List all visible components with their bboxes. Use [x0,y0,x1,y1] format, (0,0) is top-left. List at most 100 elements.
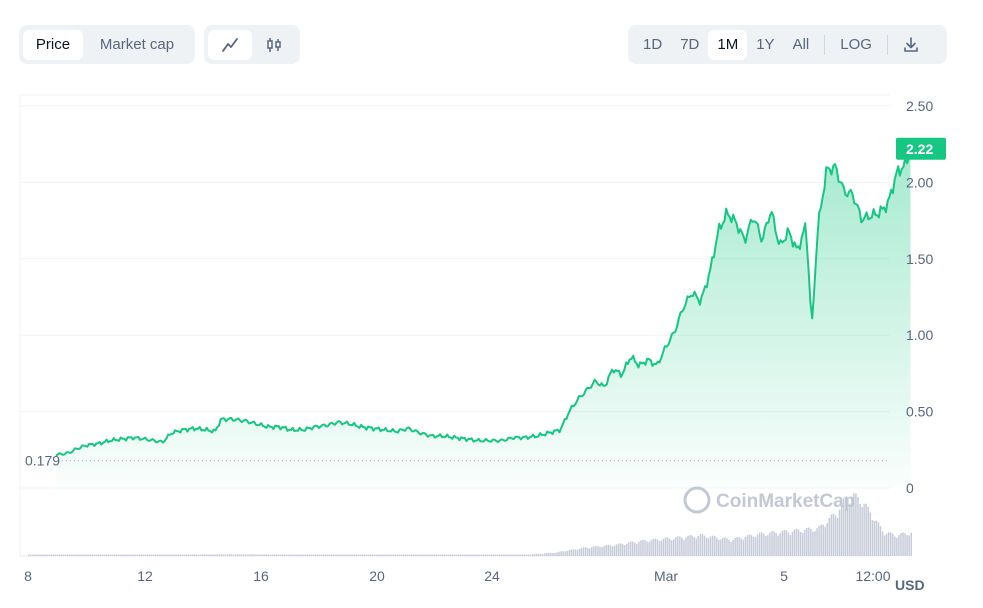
range-all-button[interactable]: All [792,36,810,53]
volume-bar [517,554,519,556]
volume-bar [525,554,528,556]
x-tick-label: 16 [253,568,269,584]
volume-bar [52,554,55,556]
volume-bar [515,554,517,556]
volume-bar [120,554,122,556]
volume-bar [902,532,904,556]
volume-bar [746,535,749,556]
volume-bar [842,497,845,556]
x-tick-label: 12 [137,568,153,584]
market-cap-tab[interactable]: Market cap [99,36,175,53]
price-tab[interactable]: Price [23,29,83,60]
volume-bar [722,537,724,556]
volume-bar [804,529,806,556]
volume-bar [242,554,245,556]
volume-bar [679,536,681,556]
y-tick-label: 1.00 [906,327,933,343]
volume-bar [46,554,48,556]
y-axis: 2.50 2.00 1.50 1.00 0.50 0 [906,98,933,496]
volume-bar [261,554,263,556]
volume-bar [836,518,839,556]
volume-bar [797,529,800,556]
watermark-text: CoinMarketCap [716,491,855,512]
volume-bar [589,548,591,556]
volume-bar [789,534,792,556]
volume-bar [396,554,399,556]
current-price-badge [896,137,946,160]
volume-bar [494,554,497,556]
volume-bar [75,554,77,556]
volume-bar [779,533,781,556]
volume-bar [582,547,585,556]
volume-bar [894,536,896,556]
volume-bar [60,554,63,556]
volume-bar [505,554,507,556]
volume-bar [283,554,286,556]
volume-bar [95,554,98,556]
volume-bar [113,554,116,556]
volume-bar [648,542,650,556]
volume-bar [652,538,654,556]
y-tick-label: 2.50 [906,98,933,114]
volume-bar [220,554,222,556]
line-chart-button[interactable] [208,29,252,60]
volume-bar [427,554,429,556]
line-chart-icon [222,37,238,52]
candlestick-chart-button[interactable] [252,30,296,60]
volume-bar [672,539,675,556]
volume-bar [437,554,439,556]
volume-bar [840,502,843,556]
volume-bar [79,554,81,556]
volume-bar [298,554,300,556]
volume-bar [193,554,196,556]
volume-bar [552,553,554,556]
volume-bar [150,554,153,556]
volume-bar [335,554,337,556]
range-1y-button[interactable]: 1Y [756,36,775,53]
volume-bar [124,554,126,556]
volume-bar [214,554,216,556]
volume-bar [636,543,638,556]
volume-bar [691,535,693,556]
volume-bar [144,554,147,556]
volume-bar [883,535,886,556]
volume-bar [519,554,521,556]
volume-bar [333,554,335,556]
volume-bar [355,554,358,556]
volume-bar [161,554,163,556]
range-1m-button[interactable]: 1M [708,29,748,60]
volume-bar [371,554,374,556]
volume-bar [707,538,710,556]
volume-bar [586,547,589,556]
volume-bar [799,531,802,556]
price-line [55,150,912,457]
volume-bar [855,493,857,556]
volume-bar [290,554,292,556]
volume-bar [511,554,513,556]
volume-bar [42,554,44,556]
volume-bar [593,546,595,556]
volume-bar [159,554,161,556]
volume-bar [204,554,206,556]
volume-bar [668,538,671,556]
volume-bar [363,554,366,556]
volume-bar [885,533,888,556]
volume-bar [646,541,648,556]
volume-bar [294,554,296,556]
volume-bar [365,554,368,556]
download-button[interactable] [894,30,928,60]
volume-bar [169,554,171,556]
volume-bar [58,554,61,556]
volume-bar [384,554,386,556]
range-7d-button[interactable]: 7D [680,36,700,53]
volume-bar [853,493,855,556]
volume-bar [871,519,874,556]
volume-bar [230,554,233,556]
volume-bar [189,554,192,556]
log-scale-button[interactable]: LOG [840,36,872,53]
volume-bar [236,554,239,556]
range-1d-button[interactable]: 1D [643,36,663,53]
volume-bar [328,554,331,556]
volume-bar [793,529,796,556]
